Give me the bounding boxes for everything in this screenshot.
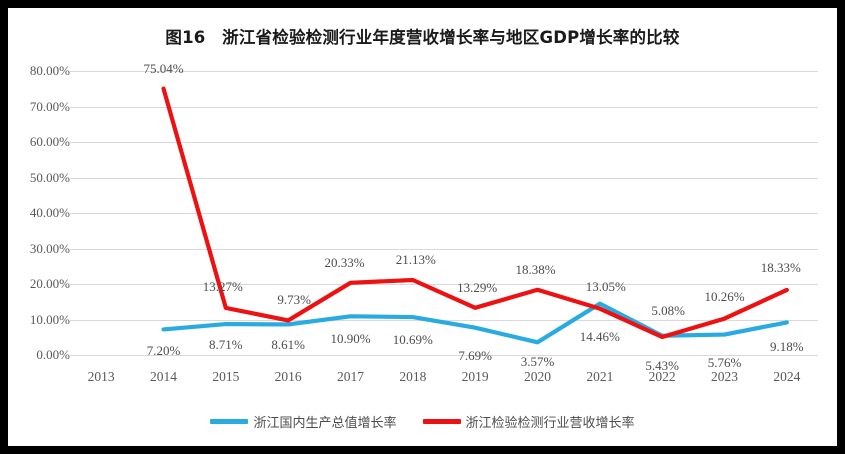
grid-line	[70, 213, 818, 214]
data-point-label: 8.71%	[209, 337, 243, 353]
y-axis-tick-label: 80.00%	[29, 63, 70, 78]
series-line	[161, 301, 789, 345]
data-point-label: 13.05%	[585, 278, 626, 294]
y-axis-tick-label: 0.00%	[36, 347, 70, 362]
legend-item-gdp[interactable]: 浙江国内生产总值增长率	[210, 412, 397, 431]
y-axis-tick-label: 30.00%	[29, 240, 70, 256]
x-axis-tick-label: 2013	[87, 369, 115, 384]
grid-line	[70, 284, 818, 285]
plot-area: 0.00% 10.00% 20.00% 30.00% 40.00% 50.00% 60.00…	[8, 8, 837, 446]
grid-line	[70, 106, 818, 108]
data-point-label: 5.43%	[645, 357, 679, 373]
data-point-label: 10.90%	[330, 331, 371, 347]
data-point-label: 20.33%	[324, 254, 365, 270]
x-axis-tick-label: 2021	[586, 369, 614, 384]
grid-line	[70, 248, 818, 250]
data-point-label: 18.38%	[515, 261, 556, 277]
y-axis-tick-label: 40.00%	[29, 205, 70, 220]
data-point-label: 9.18%	[770, 339, 804, 355]
x-axis-tick-label: 2017	[337, 369, 364, 384]
data-point-label: 21.13%	[395, 251, 436, 267]
legend-label: 浙江国内生产总值增长率	[253, 416, 397, 431]
grid-line	[70, 177, 818, 179]
series-line	[161, 86, 789, 340]
data-point-label: 14.46%	[579, 328, 620, 344]
grid-line	[70, 319, 818, 321]
data-point-label: 75.04%	[143, 60, 184, 76]
data-point-label: 7.69%	[458, 347, 492, 363]
data-point-label: 10.26%	[704, 288, 745, 304]
x-axis-tick-label: 2014	[150, 369, 177, 384]
x-axis-tick-label: 2020	[524, 369, 551, 384]
data-point-label: 13.29%	[457, 279, 498, 295]
chart-frame: 图16 浙江省检验检测行业年度营收增长率与地区GDP增长率的比较 0.00% 10…	[8, 8, 837, 446]
legend-item-industry[interactable]: 浙江检验检测行业营收增长率	[422, 412, 635, 431]
y-axis-tick-label: 70.00%	[29, 98, 70, 114]
legend-swatch	[210, 419, 249, 424]
y-axis-tick-label: 20.00%	[29, 276, 70, 291]
data-point-label: 5.76%	[707, 354, 742, 370]
y-axis-tick-label: 10.00%	[29, 311, 70, 327]
grid-line	[70, 71, 818, 72]
x-axis-tick-label: 2024	[773, 369, 801, 384]
grid-line	[70, 142, 818, 143]
data-point-label: 10.69%	[392, 332, 433, 348]
x-axis-tick-label: 2022	[648, 369, 676, 384]
data-point-label: 8.61%	[271, 337, 305, 353]
legend-swatch	[422, 419, 461, 424]
y-axis-tick-label: 60.00%	[29, 134, 70, 149]
chart-title: 图16 浙江省检验检测行业年度营收增长率与地区GDP增长率的比较	[165, 28, 680, 47]
data-point-label: 18.33%	[760, 259, 801, 275]
data-point-label: 13.27%	[202, 278, 243, 294]
x-axis-tick-label: 2023	[711, 369, 738, 384]
chart-legend: 浙江国内生产总值增长率 浙江检验检测行业营收增长率	[8, 412, 837, 431]
grid-line	[70, 355, 818, 356]
series-lines	[161, 86, 789, 345]
y-axis-labels: 0.00% 10.00% 20.00% 30.00% 40.00% 50.00% 60.00…	[12, 8, 70, 446]
data-point-label: 5.08%	[651, 302, 685, 318]
legend-label: 浙江检验检测行业营收增长率	[465, 416, 635, 431]
x-axis-tick-label: 2016	[274, 369, 302, 384]
data-point-label: 9.73%	[277, 292, 311, 308]
x-axis-tick-label: 2015	[212, 369, 240, 384]
x-axis-tick-label: 2018	[399, 369, 427, 384]
x-axis-tick-label: 2019	[461, 369, 489, 384]
data-point-label: 3.57%	[520, 354, 555, 370]
y-axis-tick-label: 50.00%	[29, 169, 70, 185]
data-point-label: 7.20%	[146, 343, 181, 359]
